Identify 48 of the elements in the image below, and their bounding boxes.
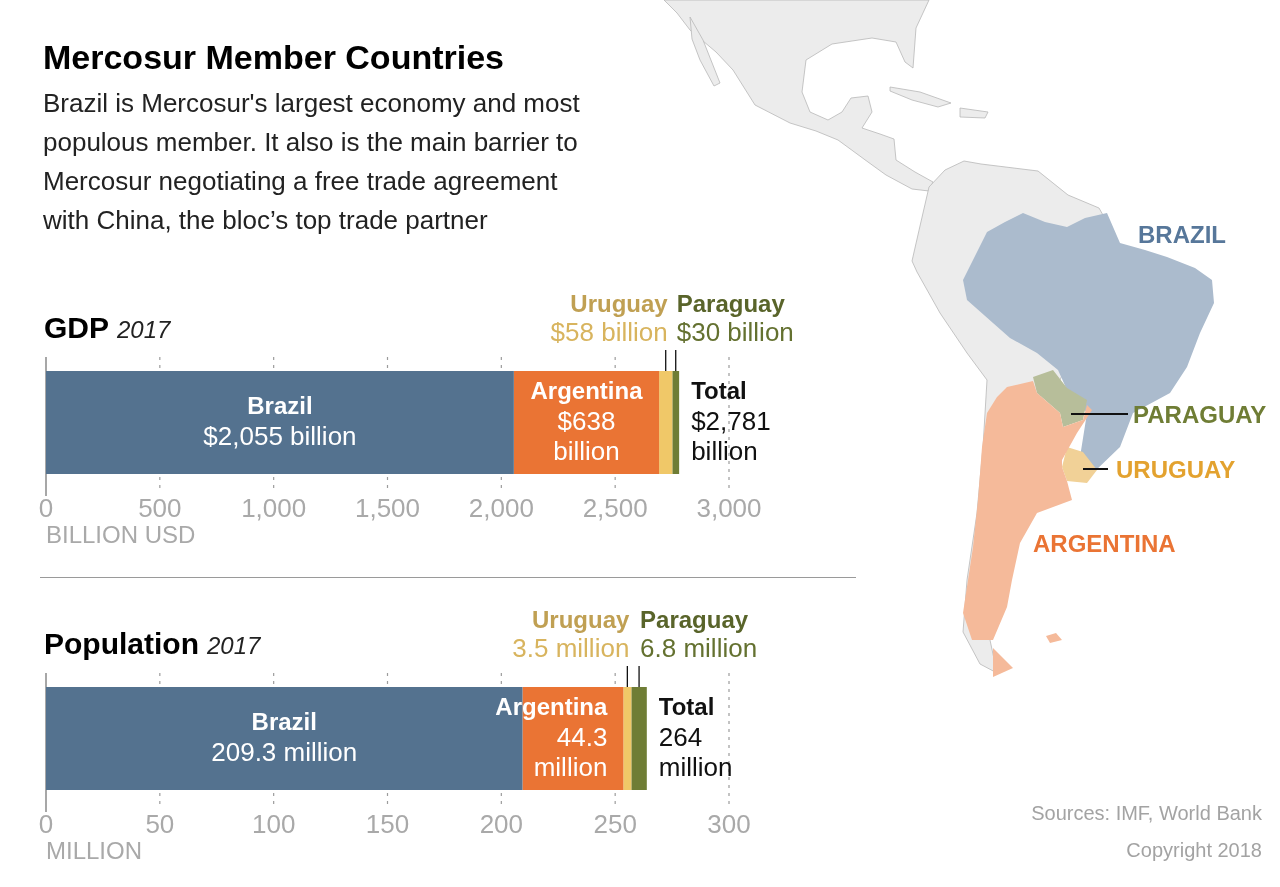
data-label: $58 billion [550,317,668,348]
x-tick-label: 2,500 [582,492,648,523]
category-label: URUGUAY [1116,456,1236,483]
series-label: Brazil [251,708,317,736]
total-label: Total 264 million [658,693,733,782]
data-label: 209.3 million [211,736,358,767]
x-tick-label: 0 [38,492,54,523]
text: Mercosur Member Countries [43,38,504,77]
x-tick-label: 0 [38,808,54,839]
bar [659,371,673,474]
x-tick-label: 1,000 [241,492,307,523]
x-tick-label: 1,500 [354,492,421,523]
text: Brazil is Mercosur's largest economy and most populous member. It also is the main barrier to Mercosur negotiating a free trade agreement with China, the bloc’s top trade partner [43,87,581,237]
text: Paraguay [640,605,749,633]
text: Uruguay [570,289,669,317]
x-tick-label: 2,000 [468,492,534,523]
x-axis-title: BILLION USD [46,521,196,549]
chart-title: GDP 2017 [44,311,171,344]
x-tick-label: 300 [707,808,751,839]
x-tick-label: 500 [138,492,182,523]
x-tick-label: 3,000 [696,492,762,523]
data-label: $638 billion [553,405,620,466]
series-label: Brazil [247,392,313,420]
x-tick-label: 200 [479,808,524,839]
bar [623,687,632,790]
data-label: 44.3 million [533,721,608,782]
data-label: $2,055 billion [203,420,357,451]
bar [631,687,647,790]
bar [46,371,514,474]
bar [672,371,680,474]
data-label: 6.8 million [640,633,758,664]
x-tick-label: 150 [365,808,410,839]
total-label: Total $2,781 billion [691,377,771,466]
series-label: Argentina [530,377,644,405]
x-tick-label: 250 [593,808,637,839]
chart-title: Population 2017 [44,627,261,660]
category-label: BRAZIL [1138,221,1226,248]
x-axis-title: MILLION [46,837,143,865]
source-note: Sources: IMF, World Bank [1031,802,1262,825]
data-label: 3.5 million [512,633,630,664]
category-label: PARAGUAY [1133,401,1267,428]
category-label: ARGENTINA [1033,530,1176,557]
x-tick-label: 100 [251,808,296,839]
text: Uruguay [531,605,630,633]
text: Copyright 2018 [1126,839,1262,862]
text: Paraguay [676,289,786,317]
data-label: $30 billion [676,317,794,348]
x-tick-label: 50 [145,808,175,839]
